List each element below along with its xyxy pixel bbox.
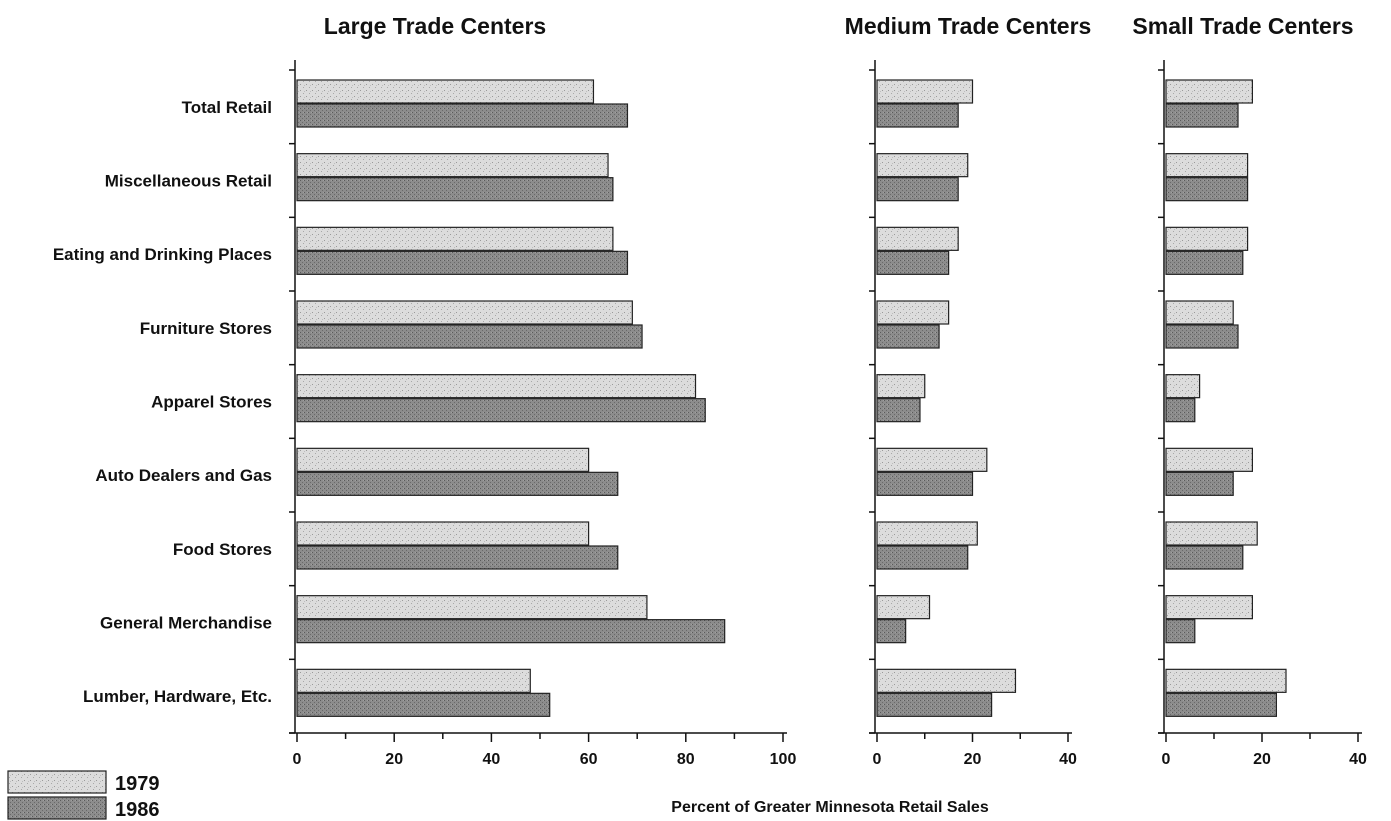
bar-1979-8 — [1165, 668, 1287, 693]
bar-1986-4 — [296, 398, 706, 423]
category-label: Auto Dealers and Gas — [95, 466, 272, 485]
bar-1986-0 — [876, 103, 959, 128]
bar-1979-7 — [1165, 595, 1254, 620]
bar-1979-8 — [296, 668, 531, 693]
panel-1: Medium Trade Centers 0 20 40 — [845, 13, 1092, 768]
bar-1979-1 — [876, 153, 969, 178]
bar-1986-1 — [876, 177, 959, 202]
x-tick-label: 40 — [1349, 751, 1367, 768]
bar-1979-4 — [296, 374, 697, 399]
x-tick-label: 80 — [677, 751, 695, 768]
x-tick-label: 100 — [770, 751, 797, 768]
bar-1986-6 — [876, 545, 969, 570]
category-label: Total Retail — [182, 98, 272, 117]
x-tick-label: 0 — [873, 751, 882, 768]
bar-1986-4 — [1165, 398, 1196, 423]
category-label: Lumber, Hardware, Etc. — [83, 687, 272, 706]
x-tick-label: 20 — [964, 751, 982, 768]
category-label: Eating and Drinking Places — [53, 245, 272, 264]
bar-1979-5 — [1165, 447, 1254, 472]
legend-swatch-1986 — [7, 796, 107, 820]
x-tick-label: 0 — [293, 751, 302, 768]
bar-1986-5 — [296, 471, 619, 496]
x-tick-label: 40 — [483, 751, 501, 768]
bar-1979-8 — [876, 668, 1017, 693]
bar-1986-2 — [296, 250, 629, 275]
category-label: Miscellaneous Retail — [105, 172, 272, 191]
bar-1979-1 — [296, 153, 609, 178]
bar-1986-6 — [296, 545, 619, 570]
bar-1986-8 — [296, 692, 551, 717]
bar-1986-5 — [876, 471, 974, 496]
bar-1979-6 — [876, 521, 978, 546]
bar-1979-7 — [296, 595, 648, 620]
legend-label: 1979 — [115, 773, 160, 795]
x-tick-label: 20 — [1253, 751, 1271, 768]
panel-title: Small Trade Centers — [1132, 13, 1353, 39]
bar-1979-7 — [876, 595, 931, 620]
bar-1979-6 — [296, 521, 590, 546]
bar-1979-6 — [1165, 521, 1258, 546]
bar-1986-1 — [1165, 177, 1249, 202]
bar-1986-0 — [296, 103, 629, 128]
bar-1986-3 — [876, 324, 940, 349]
bar-1979-3 — [876, 300, 950, 325]
legend-swatch-1979 — [7, 770, 107, 794]
bar-1986-4 — [876, 398, 921, 423]
bar-1986-1 — [296, 177, 614, 202]
bar-1986-3 — [1165, 324, 1239, 349]
bar-1986-3 — [296, 324, 643, 349]
legend-label: 1986 — [115, 799, 160, 821]
panel-title: Large Trade Centers — [324, 13, 546, 39]
x-tick-label: 40 — [1059, 751, 1077, 768]
bar-1979-2 — [296, 226, 614, 251]
category-label: Apparel Stores — [151, 393, 272, 412]
x-axis-label: Percent of Greater Minnesota Retail Sale… — [671, 799, 989, 816]
bar-1979-5 — [876, 447, 988, 472]
bar-1979-4 — [876, 374, 926, 399]
panel-0: Large Trade Centers 0 20 40 60 80 100 — [289, 13, 796, 768]
bar-1979-0 — [296, 79, 595, 104]
bar-1979-3 — [296, 300, 633, 325]
bar-1986-2 — [1165, 250, 1244, 275]
category-label: General Merchandise — [100, 614, 272, 633]
chart-panels: Large Trade Centers 0 20 40 60 80 100 Medium Tr… — [289, 13, 1367, 768]
x-tick-label: 0 — [1162, 751, 1171, 768]
bar-1986-7 — [876, 619, 907, 644]
bar-1986-2 — [876, 250, 950, 275]
bar-1986-8 — [1165, 692, 1278, 717]
bar-1979-2 — [876, 226, 959, 251]
bar-1979-0 — [1165, 79, 1254, 104]
panel-title: Medium Trade Centers — [845, 13, 1092, 39]
bar-1979-1 — [1165, 153, 1249, 178]
bar-1979-4 — [1165, 374, 1201, 399]
bar-1986-7 — [1165, 619, 1196, 644]
panel-2: Small Trade Centers 0 20 40 — [1132, 13, 1367, 768]
bar-1986-0 — [1165, 103, 1239, 128]
bar-1979-2 — [1165, 226, 1249, 251]
category-label: Food Stores — [173, 540, 272, 559]
bar-1986-7 — [296, 619, 726, 644]
bar-1986-6 — [1165, 545, 1244, 570]
legend: 1979 1986 — [7, 770, 160, 821]
bar-1986-8 — [876, 692, 993, 717]
x-tick-label: 60 — [580, 751, 598, 768]
category-labels: Total Retail Miscellaneous Retail Eating a… — [53, 98, 272, 706]
bar-1979-0 — [876, 79, 974, 104]
x-tick-label: 20 — [385, 751, 403, 768]
bar-1979-3 — [1165, 300, 1234, 325]
bar-1986-5 — [1165, 471, 1234, 496]
category-label: Furniture Stores — [140, 319, 272, 338]
bar-1979-5 — [296, 447, 590, 472]
